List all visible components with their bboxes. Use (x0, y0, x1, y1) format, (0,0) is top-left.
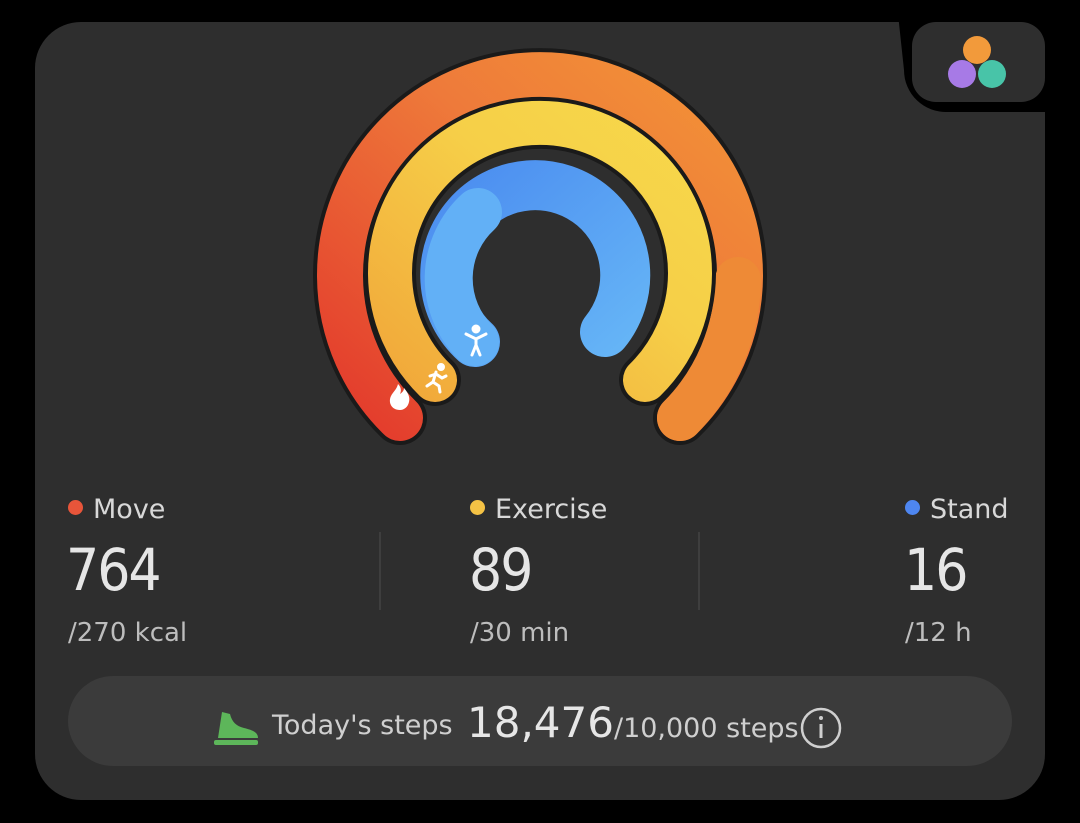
label-text: Move (93, 494, 166, 525)
exercise-goal: /30 min (470, 618, 570, 648)
steps-goal: /10,000 steps (613, 713, 799, 744)
steps-count: 18,476 (467, 698, 614, 747)
shoe-sole (214, 740, 258, 745)
stand-icon (464, 324, 488, 357)
icon-dot (948, 60, 976, 88)
stand-goal: /12 h (905, 618, 972, 648)
move-value: 764 (66, 536, 162, 604)
move-goal: /270 kcal (68, 618, 188, 648)
steps-bar[interactable] (68, 676, 1012, 766)
move-label: Move (68, 494, 165, 525)
exercise-label: Exercise (470, 494, 607, 525)
icon-dot (963, 36, 991, 64)
label-text: Exercise (495, 494, 608, 525)
stand-ring-overlap (424, 188, 502, 366)
icon-dot (978, 60, 1006, 88)
exercise-ring (368, 100, 712, 402)
label-text: Stand (930, 494, 1009, 525)
info-glyph (819, 724, 823, 738)
stand-value: 16 (904, 536, 968, 604)
exercise-value: 89 (469, 536, 533, 604)
run-icon (425, 363, 448, 394)
info-button[interactable] (800, 707, 842, 749)
steps-label: Today's steps (272, 710, 453, 741)
shoe-icon (218, 712, 258, 738)
stand-label: Stand (905, 494, 1009, 525)
info-glyph (819, 716, 823, 720)
flame-icon (389, 384, 410, 410)
card (35, 22, 1045, 800)
move-ring-overlap (657, 257, 761, 441)
steps-value: 18,476/10,000 steps (467, 698, 799, 747)
